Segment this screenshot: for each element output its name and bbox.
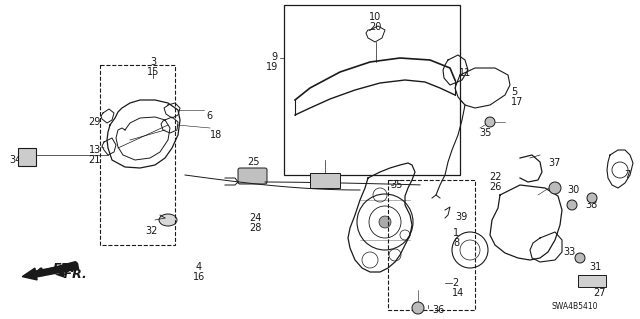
Text: 37: 37 [548, 158, 561, 168]
Text: 28: 28 [249, 223, 261, 233]
Text: 12: 12 [313, 178, 325, 188]
Text: 7: 7 [624, 170, 630, 180]
Text: 17: 17 [511, 97, 524, 107]
Text: 19: 19 [266, 62, 278, 72]
Circle shape [485, 117, 495, 127]
Text: 23: 23 [593, 278, 605, 288]
FancyArrow shape [22, 263, 79, 280]
Text: 5: 5 [511, 87, 517, 97]
Text: 30: 30 [567, 185, 579, 195]
Circle shape [379, 216, 391, 228]
Text: 2: 2 [452, 278, 458, 288]
Bar [578, 275, 606, 287]
Text: FR.: FR. [53, 262, 76, 275]
Text: 18: 18 [210, 130, 222, 140]
Text: 29: 29 [88, 117, 101, 127]
Text: 6: 6 [206, 111, 212, 121]
Circle shape [575, 253, 585, 263]
Text: 33: 33 [563, 247, 575, 257]
Text: 13: 13 [89, 145, 101, 155]
Text: 14: 14 [452, 288, 464, 298]
Circle shape [587, 193, 597, 203]
Text: SWA4B5410: SWA4B5410 [551, 302, 598, 311]
Text: 16: 16 [193, 272, 205, 282]
Text: ◄FR.: ◄FR. [55, 268, 88, 281]
Text: 8: 8 [453, 238, 459, 248]
Text: 34: 34 [10, 155, 22, 165]
Bar [388, 180, 475, 310]
Text: 27: 27 [593, 288, 605, 298]
Circle shape [412, 302, 424, 314]
Text: 1: 1 [453, 228, 459, 238]
Text: 20: 20 [369, 22, 381, 32]
Text: 35: 35 [390, 180, 403, 190]
Bar [18, 148, 36, 166]
Text: 39: 39 [455, 212, 467, 222]
Text: 3: 3 [150, 57, 156, 67]
Text: 4: 4 [196, 262, 202, 272]
Text: 21: 21 [88, 155, 101, 165]
Text: 24: 24 [249, 213, 261, 223]
Text: 26: 26 [489, 182, 501, 192]
Circle shape [549, 182, 561, 194]
Bar [310, 173, 340, 188]
Circle shape [567, 200, 577, 210]
Text: 9: 9 [272, 52, 278, 62]
Text: 38: 38 [585, 200, 597, 210]
Text: 15: 15 [147, 67, 159, 77]
Text: 36: 36 [432, 305, 444, 315]
Text: 25: 25 [247, 157, 259, 167]
Text: 32: 32 [146, 226, 158, 236]
Bar [284, 5, 460, 175]
Bar [100, 65, 175, 245]
Ellipse shape [159, 214, 177, 226]
Text: 35: 35 [479, 128, 492, 138]
Text: 10: 10 [369, 12, 381, 22]
Text: 22: 22 [489, 172, 502, 182]
Text: 11: 11 [459, 68, 471, 78]
Text: 31: 31 [589, 262, 601, 272]
FancyBboxPatch shape [238, 168, 267, 184]
